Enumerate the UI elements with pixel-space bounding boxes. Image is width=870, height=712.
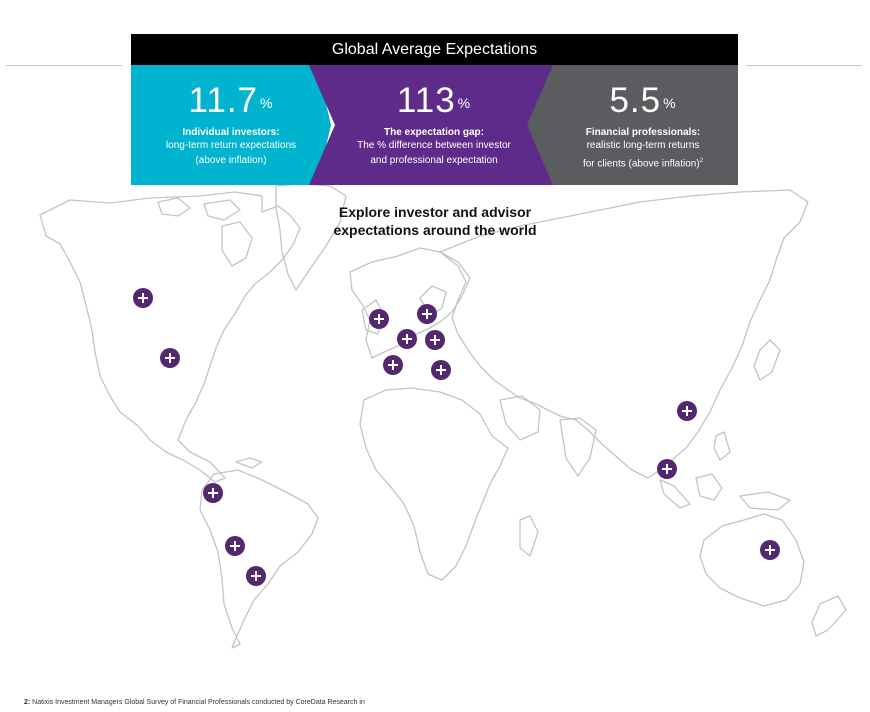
explore-line-2: expectations around the world <box>333 222 537 238</box>
map-marker-plus-icon[interactable] <box>369 309 389 329</box>
asia-outline <box>439 189 809 479</box>
hudson-bay <box>221 221 253 267</box>
footnote: 2: Natixis Investment Managers Global Su… <box>24 699 365 706</box>
philippines-outline <box>713 431 731 461</box>
india-outline <box>559 417 597 477</box>
new-guinea-outline <box>739 491 791 511</box>
stat-desc-line2: for clients (above inflation) <box>582 158 700 170</box>
arctic-island-2 <box>203 199 241 221</box>
new-zealand-outline <box>811 595 847 637</box>
gap-segment <box>309 65 561 185</box>
footnote-ref: 2: <box>24 699 31 706</box>
map-marker-plus-icon[interactable] <box>417 304 437 324</box>
arctic-island-1 <box>157 197 191 217</box>
stat-desc-line1: The % difference between investor <box>357 140 511 151</box>
stat-value: 113 <box>396 81 456 120</box>
stat-unit: % <box>260 95 274 111</box>
map-marker-plus-icon[interactable] <box>425 330 445 350</box>
explore-line-1: Explore investor and advisor <box>338 204 532 220</box>
australia-outline <box>699 513 805 607</box>
stat-label: Individual investors: <box>182 127 280 138</box>
south-america-outline <box>199 469 319 649</box>
stats-banner <box>131 65 738 185</box>
map-marker-plus-icon[interactable] <box>160 348 180 368</box>
stat-value: 5.5 <box>609 81 662 120</box>
japan-outline <box>753 339 781 381</box>
map-marker-plus-icon[interactable] <box>246 566 266 586</box>
map-marker-plus-icon[interactable] <box>383 355 403 375</box>
stat-desc-line2: and professional expectation <box>370 155 498 166</box>
stat-label: The expectation gap: <box>383 127 484 138</box>
stat-desc-line1: long-term return expectations <box>165 140 297 151</box>
sumatra-outline <box>659 479 691 509</box>
header-rule-left <box>6 65 122 66</box>
map-marker-plus-icon[interactable] <box>760 540 780 560</box>
stat-label: Financial professionals: <box>585 127 701 138</box>
borneo-outline <box>695 473 723 501</box>
north-america-outline <box>39 191 301 483</box>
africa-outline <box>359 387 509 581</box>
map-marker-plus-icon[interactable] <box>657 459 677 479</box>
panel-title: Global Average Expectations <box>131 34 738 65</box>
stat-desc-line1: realistic long-term returns <box>586 140 700 151</box>
global-expectations-panel: Global Average Expectations 11.7% Indivi… <box>131 34 738 185</box>
caribbean-islands <box>235 457 263 469</box>
stat-unit: % <box>457 95 472 111</box>
greenland-outline <box>275 183 347 291</box>
madagascar-outline <box>519 515 539 557</box>
stat-value: 11.7 <box>188 81 259 120</box>
map-marker-plus-icon[interactable] <box>203 483 223 503</box>
professional-segment <box>527 65 738 185</box>
stat-individual-investors: 11.7% Individual investors: long-term re… <box>131 65 331 185</box>
stat-expectation-gap: 113% The expectation gap: The % differen… <box>334 65 534 185</box>
stat-financial-professionals: 5.5% Financial professionals: realistic … <box>548 65 738 185</box>
arabia-outline <box>499 395 541 441</box>
stat-unit: % <box>663 95 677 111</box>
map-marker-plus-icon[interactable] <box>225 536 245 556</box>
map-marker-plus-icon[interactable] <box>677 401 697 421</box>
footnote-text: Natixis Investment Managers Global Surve… <box>30 699 365 706</box>
explore-heading: Explore investor and advisor expectation… <box>305 203 565 239</box>
map-marker-plus-icon[interactable] <box>397 329 417 349</box>
stats-background <box>131 65 738 185</box>
footnote-ref: 2 <box>699 158 704 164</box>
stat-desc-line2: (above inflation) <box>195 155 267 166</box>
map-marker-plus-icon[interactable] <box>133 288 153 308</box>
header-rule-right <box>746 65 862 66</box>
map-marker-plus-icon[interactable] <box>431 360 451 380</box>
investor-segment <box>131 65 331 185</box>
